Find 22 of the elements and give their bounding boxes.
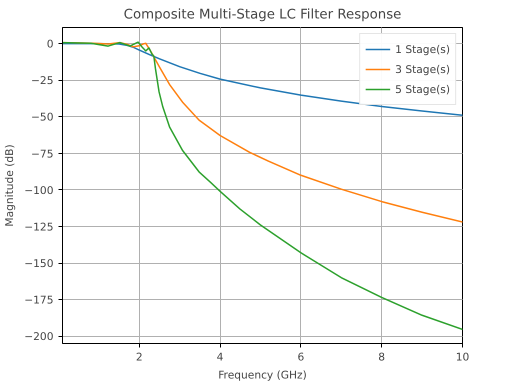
legend-label: 5 Stage(s) [395,82,450,96]
legend-label: 3 Stage(s) [395,62,450,76]
x-tick-label: 8 [378,350,386,364]
line-series [62,41,462,330]
y-tick-label: 0 [46,38,54,51]
y-tick-label: −200 [24,330,54,344]
y-axis-title: Magnitude (dB) [3,144,16,227]
x-tick-label: 10 [456,350,470,364]
x-tick-label: 4 [216,350,224,364]
legend-label: 1 Stage(s) [395,42,450,56]
y-tick-label: −50 [31,110,54,124]
x-tick-label: 2 [136,350,143,364]
y-tick-label: −75 [31,147,54,160]
y-tick-label: −100 [24,184,54,197]
y-tick-label: −150 [24,257,54,270]
y-tick-label: −125 [24,220,54,234]
x-axis-title: Frequency (GHz) [218,368,307,382]
y-tick-label: −175 [24,294,54,307]
chart-title: Composite Multi-Stage LC Filter Response [124,8,402,22]
x-tick-label: 6 [297,350,304,364]
line-series [62,42,462,116]
y-tick-label: −25 [31,74,54,88]
